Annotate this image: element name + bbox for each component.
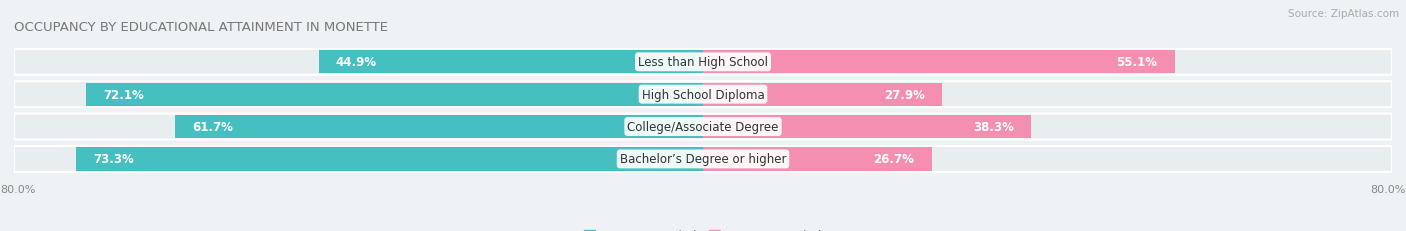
FancyBboxPatch shape <box>14 146 1392 172</box>
Text: 27.9%: 27.9% <box>884 88 925 101</box>
Legend: Owner-occupied, Renter-occupied: Owner-occupied, Renter-occupied <box>579 224 827 231</box>
Bar <box>703 83 942 106</box>
Bar <box>76 148 703 171</box>
Text: 44.9%: 44.9% <box>336 56 377 69</box>
Text: High School Diploma: High School Diploma <box>641 88 765 101</box>
Bar <box>174 116 703 139</box>
Text: 38.3%: 38.3% <box>973 121 1014 134</box>
FancyBboxPatch shape <box>14 82 1392 108</box>
Text: 73.3%: 73.3% <box>93 153 134 166</box>
Bar <box>86 83 703 106</box>
Text: Less than High School: Less than High School <box>638 56 768 69</box>
Bar <box>703 51 1174 74</box>
Text: 61.7%: 61.7% <box>193 121 233 134</box>
Text: College/Associate Degree: College/Associate Degree <box>627 121 779 134</box>
Text: 55.1%: 55.1% <box>1116 56 1157 69</box>
Text: Bachelor’s Degree or higher: Bachelor’s Degree or higher <box>620 153 786 166</box>
Text: 26.7%: 26.7% <box>873 153 914 166</box>
Bar <box>703 148 932 171</box>
Text: Source: ZipAtlas.com: Source: ZipAtlas.com <box>1288 9 1399 19</box>
Text: OCCUPANCY BY EDUCATIONAL ATTAINMENT IN MONETTE: OCCUPANCY BY EDUCATIONAL ATTAINMENT IN M… <box>14 21 388 33</box>
Bar <box>703 116 1031 139</box>
FancyBboxPatch shape <box>14 114 1392 140</box>
FancyBboxPatch shape <box>14 50 1392 76</box>
Bar <box>319 51 703 74</box>
Text: 72.1%: 72.1% <box>103 88 143 101</box>
